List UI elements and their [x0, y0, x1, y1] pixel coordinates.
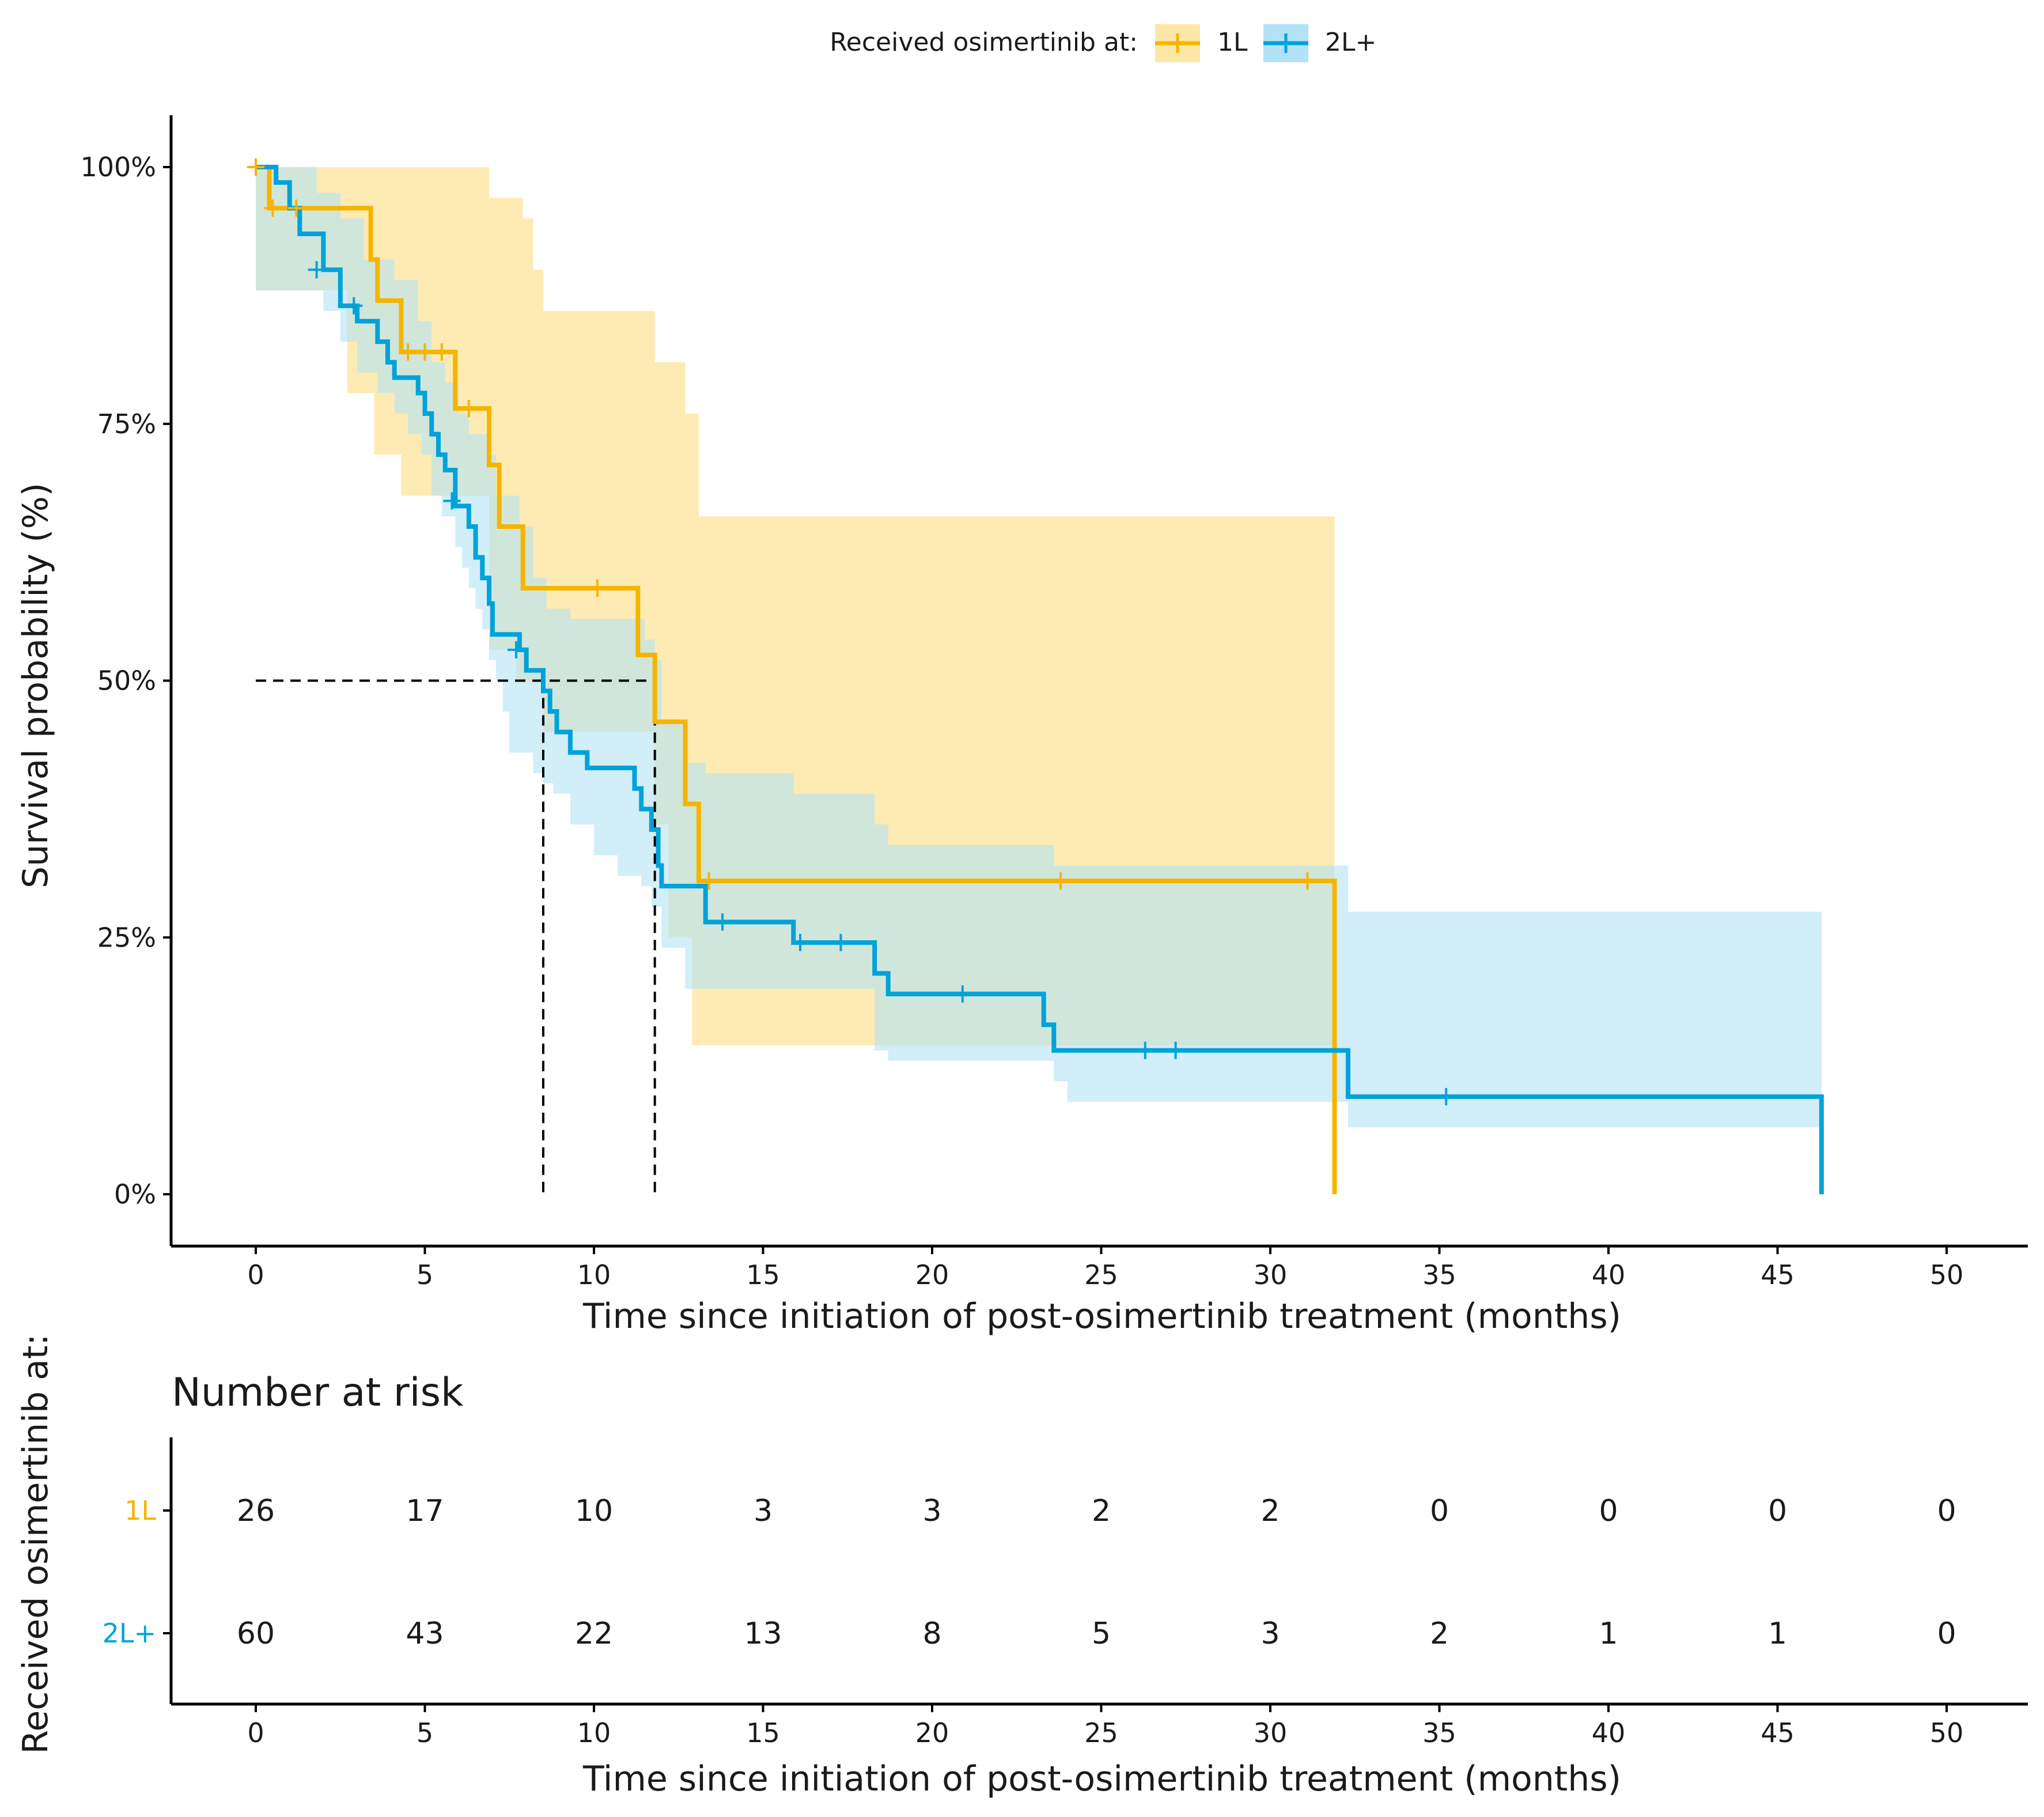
risk-value-2lplus-45: 1: [1768, 1617, 1787, 1651]
x-axis-title: Time since initiation of post-osimertini…: [582, 1296, 1621, 1337]
censor-mark-1l-8: [700, 872, 718, 890]
risk-value-1l-20: 3: [922, 1494, 941, 1528]
censor-mark-1l-5: [433, 343, 451, 361]
y-tick-label-100: 100%: [80, 152, 156, 183]
risk-value-2lplus-40: 1: [1599, 1617, 1618, 1651]
censor-mark-2lplus-10: [1437, 1088, 1455, 1106]
x-tick-label-25: 25: [1084, 1259, 1118, 1290]
legend-key-1l: [1155, 24, 1200, 62]
censor-mark-1l-4: [416, 343, 434, 361]
censor-mark-2lplus-1: [345, 297, 363, 315]
risk-value-2lplus-10: 22: [575, 1617, 613, 1651]
censor-mark-2lplus-4: [714, 913, 732, 931]
y-tick-label-25: 25%: [97, 922, 156, 953]
x-tick-label-50: 50: [1930, 1259, 1964, 1290]
x-tick-label-30: 30: [1254, 1259, 1288, 1290]
risk-x-tick-label-25: 25: [1084, 1717, 1118, 1748]
censor-mark-1l-9: [1052, 872, 1070, 890]
survival-curves: [256, 165, 1824, 1194]
risk-x-tick-label-45: 45: [1761, 1717, 1795, 1748]
censor-mark-1l-7: [588, 580, 606, 597]
censor-mark-2lplus-6: [832, 934, 850, 952]
risk-value-1l-0: 26: [237, 1494, 275, 1528]
censor-mark-1l-3: [399, 343, 417, 361]
censor-mark-2lplus-3: [507, 641, 525, 659]
censor-mark-2lplus-8: [1136, 1042, 1154, 1059]
risk-x-tick-label-10: 10: [577, 1717, 611, 1748]
ci-band-2lplus: [256, 167, 1822, 1164]
risk-value-1l-5: 17: [406, 1494, 444, 1528]
legend-label-1l: 1L: [1217, 28, 1248, 57]
risk-value-2lplus-0: 60: [237, 1617, 275, 1651]
censor-mark-1l-6: [460, 400, 478, 418]
km-curve-2lplus: [256, 165, 1824, 1194]
x-tick-label-15: 15: [746, 1259, 780, 1290]
risk-x-tick-label-0: 0: [247, 1717, 264, 1748]
x-tick-label-40: 40: [1592, 1259, 1626, 1290]
censor-mark-2lplus-2: [443, 492, 461, 510]
risk-table: 1L 26 17 10 3 3 2 2 0 0 0 02L+ 60 43 22 13 8 5 3 2 1 1 00 5 10 15…: [103, 1437, 2028, 1748]
censor-mark-2lplus-9: [1167, 1042, 1184, 1059]
risk-value-2lplus-30: 3: [1261, 1617, 1280, 1651]
y-tick-label-75: 75%: [97, 408, 156, 440]
risk-value-1l-10: 10: [575, 1494, 613, 1528]
risk-x-tick-label-20: 20: [915, 1717, 949, 1748]
legend-title: Received osimertinib at:: [830, 28, 1138, 57]
risk-table-title: Number at risk: [172, 1370, 464, 1415]
x-tick-label-10: 10: [577, 1259, 611, 1290]
km-curve-1l: [256, 165, 1337, 1194]
risk-value-1l-45: 0: [1768, 1494, 1787, 1528]
censor-mark-2lplus-7: [953, 985, 971, 1003]
risk-x-tick-label-30: 30: [1254, 1717, 1288, 1748]
censor-mark-1l-1: [264, 199, 282, 217]
x-tick-label-35: 35: [1422, 1259, 1456, 1290]
risk-value-1l-30: 2: [1261, 1494, 1280, 1528]
risk-value-2lplus-5: 43: [406, 1617, 444, 1651]
censor-mark-1l-0: [247, 158, 264, 176]
risk-value-2lplus-35: 2: [1430, 1617, 1449, 1651]
x-tick-label-0: 0: [247, 1259, 264, 1290]
risk-x-tick-label-35: 35: [1422, 1717, 1456, 1748]
y-tick-label-0: 0%: [114, 1179, 156, 1210]
x-tick-label-20: 20: [915, 1259, 949, 1290]
y-tick-label-50: 50%: [97, 665, 156, 696]
risk-value-1l-35: 0: [1430, 1494, 1449, 1528]
risk-table-x-title: Time since initiation of post-osimertini…: [582, 1759, 1621, 1799]
risk-value-1l-15: 3: [754, 1494, 773, 1528]
risk-table-y-title: Received osimertinib at:: [16, 1334, 56, 1754]
main-axes: 0% 25% 50% 75% 100% 0 5 10 15 20 25 30 35 40 45 50: [80, 115, 2028, 1290]
censor-mark-2lplus-0: [308, 261, 325, 279]
risk-x-tick-label-15: 15: [746, 1717, 780, 1748]
legend-label-2l: 2L+: [1325, 28, 1376, 57]
risk-value-2lplus-15: 13: [744, 1617, 782, 1651]
risk-value-2lplus-50: 0: [1937, 1617, 1956, 1651]
x-tick-label-45: 45: [1761, 1259, 1795, 1290]
censor-marks: [247, 158, 1455, 1106]
risk-x-tick-label-50: 50: [1930, 1717, 1964, 1748]
risk-x-tick-label-5: 5: [417, 1717, 433, 1748]
censor-mark-2lplus-5: [792, 934, 809, 952]
x-tick-label-5: 5: [417, 1259, 433, 1290]
risk-x-tick-label-40: 40: [1592, 1717, 1626, 1748]
censor-mark-1l-10: [1299, 872, 1316, 890]
confidence-bands: [256, 167, 1822, 1164]
risk-value-1l-50: 0: [1937, 1494, 1956, 1528]
risk-row-label-1l: 1L: [124, 1495, 156, 1526]
risk-value-1l-25: 2: [1092, 1494, 1111, 1528]
risk-value-1l-40: 0: [1599, 1494, 1618, 1528]
risk-value-2lplus-25: 5: [1092, 1617, 1111, 1651]
median-reference-lines: [256, 679, 656, 1194]
y-axis-title: Survival probability (%): [16, 483, 56, 888]
ci-band-1l: [256, 167, 1335, 1046]
legend-key-2l: [1263, 24, 1308, 62]
risk-row-label-2lplus: 2L+: [103, 1618, 156, 1649]
risk-value-2lplus-20: 8: [922, 1617, 941, 1651]
censor-mark-1l-2: [287, 199, 305, 217]
legend: Received osimertinib at: 1L 2L+: [830, 24, 1376, 62]
